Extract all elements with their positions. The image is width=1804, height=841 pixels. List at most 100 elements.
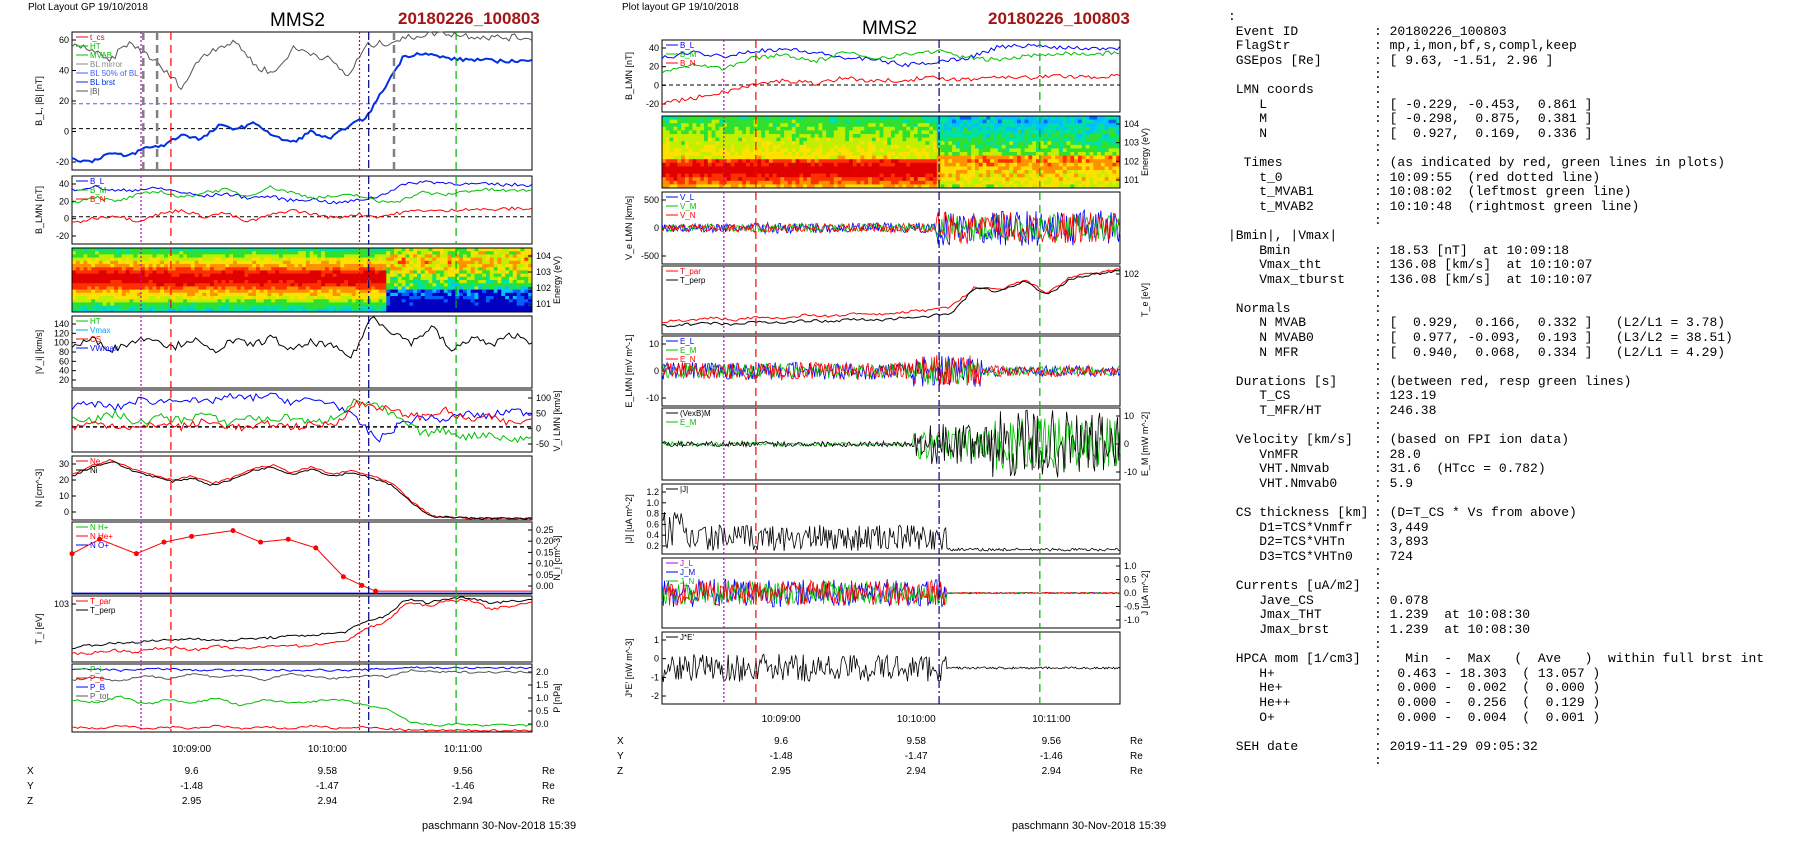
spectrogram-cell: [279, 254, 284, 258]
spectrogram-cell: [424, 289, 429, 294]
spectrogram-cell: [1100, 184, 1106, 189]
spectrogram-cell: [948, 170, 953, 174]
spectrogram-cell: [72, 308, 77, 313]
spectrogram-cell: [1013, 119, 1018, 124]
spectrogram-cell: [470, 270, 475, 274]
spectrogram-cell: [164, 264, 169, 268]
spectrogram-cell: [1100, 119, 1106, 124]
spectrogram-cell: [309, 286, 314, 290]
spectrogram-cell: [486, 280, 491, 284]
spectrogram-cell: [466, 302, 471, 306]
spectrogram-cell: [470, 248, 475, 252]
spectrogram-cell: [1089, 137, 1094, 142]
pressure-line: [71, 668, 532, 682]
spectrogram-cell: [1051, 184, 1056, 189]
spectrogram-cell: [829, 141, 835, 146]
spectrogram-cell: [829, 180, 835, 185]
spectrogram-cell: [321, 280, 326, 284]
spectrogram-cell: [986, 141, 991, 146]
spectrogram-cell: [906, 166, 911, 171]
spectrogram-cell: [868, 162, 873, 167]
spectrogram-cell: [990, 141, 995, 146]
spectrogram-cell: [1039, 173, 1045, 178]
spectrogram-cell: [520, 254, 525, 258]
spectrogram-cell: [455, 276, 460, 281]
spectrogram-cell: [929, 177, 934, 182]
spectrogram-cell: [125, 270, 130, 274]
spectrogram-cell: [841, 116, 846, 120]
spectrogram-cell: [894, 184, 899, 189]
spectrogram-cell: [390, 286, 395, 290]
spectrogram-cell: [72, 267, 77, 271]
spectrogram-cell: [734, 177, 739, 182]
spectrogram-cell: [87, 308, 92, 313]
spectrogram-cell: [879, 184, 884, 189]
spectrogram-cell: [129, 286, 134, 290]
spectrogram-cell: [397, 276, 402, 281]
spectrogram-cell: [749, 119, 754, 124]
spectrogram-cell: [509, 257, 514, 262]
spectrogram-cell: [780, 137, 785, 142]
spectrogram-cell: [413, 267, 418, 271]
spectrogram-cell: [271, 248, 276, 252]
spectrogram-cell: [849, 119, 854, 124]
spectrogram-cell: [420, 296, 425, 300]
spectrogram-cell: [413, 289, 418, 294]
spectrogram-cell: [359, 270, 364, 274]
spectrogram-cell: [1104, 152, 1109, 156]
spectrogram-cell: [1089, 166, 1094, 171]
spectrogram-cell: [428, 280, 433, 284]
spectrogram-cell: [807, 159, 812, 164]
spectrogram-cell: [91, 251, 96, 255]
vi-lmn-line: [71, 399, 533, 432]
spectrogram-cell: [841, 173, 846, 178]
spectrogram-cell: [271, 273, 276, 278]
spectrogram-cell: [829, 155, 835, 160]
spectrogram-cell: [244, 289, 249, 294]
spectrogram-cell: [524, 270, 529, 274]
spectrogram-cell: [833, 166, 838, 171]
spectrogram-cell: [374, 254, 379, 258]
spectrogram-cell: [309, 270, 314, 274]
spectrogram-cell: [305, 248, 310, 252]
spectrogram-cell: [1093, 148, 1098, 153]
spectrogram-cell: [144, 260, 149, 265]
spectrogram-cell: [378, 270, 383, 274]
spectrogram-cell: [528, 251, 533, 255]
spectrogram-cell: [309, 257, 314, 262]
spectrogram-cell: [791, 130, 796, 135]
spectrogram-cell: [963, 123, 968, 128]
spectrogram-cell: [98, 267, 103, 271]
ephem-unit: Re: [542, 796, 555, 807]
spectrogram-cell: [252, 276, 257, 281]
spectrogram-cell: [978, 116, 983, 120]
spectrogram-cell: [256, 308, 261, 313]
spectrogram-cell: [194, 257, 199, 262]
spectrogram-cell: [217, 302, 222, 306]
spectrogram-cell: [696, 180, 701, 185]
spectrogram-cell: [1100, 166, 1106, 171]
spectrogram-cell: [489, 254, 494, 258]
spectrogram-cell: [810, 173, 815, 178]
spectrogram-cell: [746, 180, 751, 185]
spectrogram-cell: [202, 283, 207, 287]
spectrogram-cell: [883, 177, 888, 182]
spectrogram-cell: [913, 144, 919, 149]
spectrogram-cell: [868, 134, 873, 138]
spectrogram-cell: [730, 126, 735, 131]
spectrogram-cell: [803, 148, 808, 153]
spectrogram-cell: [141, 267, 146, 271]
spectrogram-cell: [286, 296, 291, 300]
spectrogram-cell: [902, 137, 907, 142]
spectrogram-cell: [267, 267, 272, 271]
b-magnitude-line: [71, 31, 533, 91]
spectrogram-cell: [997, 155, 1003, 160]
spectrogram-cell: [520, 296, 525, 300]
spectrogram-cell: [936, 123, 941, 128]
spectrogram-cell: [509, 305, 514, 310]
spectrogram-cell: [704, 177, 709, 182]
spectrogram-cell: [791, 119, 796, 124]
spectrogram-cell: [459, 264, 464, 268]
spectrogram-cell: [202, 308, 207, 313]
spectrogram-cell: [1036, 141, 1041, 146]
